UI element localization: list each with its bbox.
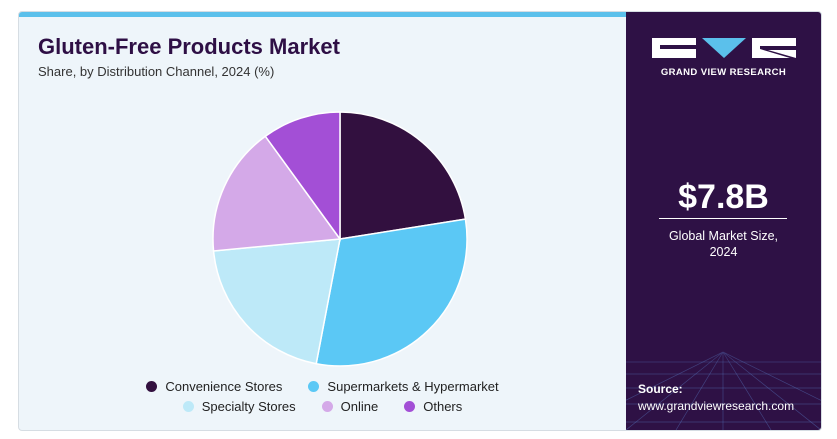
legend-swatch	[182, 401, 194, 412]
source-label: Source:	[638, 382, 683, 396]
legend-label: Supermarkets & Hypermarket	[327, 379, 499, 394]
legend-item-specialty-stores: Specialty Stores	[182, 399, 296, 414]
pie-chart	[212, 111, 468, 367]
market-size-value: $7.8B	[678, 178, 769, 216]
summary-sidebar: GRAND VIEW RESEARCH $7.8B Global Market …	[626, 12, 821, 430]
pie-slice-online	[212, 135, 342, 252]
legend-swatch	[146, 381, 158, 392]
accent-bar	[19, 12, 626, 17]
legend-row-1: Convenience Stores Supermarkets & Hyperm…	[19, 379, 626, 394]
brand-name: GRAND VIEW RESEARCH	[660, 67, 787, 78]
chart-card: Gluten-Free Products Market Share, by Di…	[18, 11, 822, 431]
legend-item-convenience-stores: Convenience Stores	[146, 379, 282, 394]
legend-swatch	[321, 401, 333, 412]
legend-item-others: Others	[404, 399, 462, 414]
grid-background	[626, 242, 821, 430]
chart-panel: Gluten-Free Products Market Share, by Di…	[19, 12, 626, 430]
legend-row-2: Specialty Stores Online Others	[19, 399, 626, 414]
pie-slice-others	[264, 111, 341, 242]
chart-subtitle: Share, by Distribution Channel, 2024 (%)	[38, 64, 275, 79]
market-size-label-line2: 2024	[709, 245, 738, 259]
gvr-logo-icon	[652, 38, 796, 58]
legend-item-supermarkets: Supermarkets & Hypermarket	[308, 379, 499, 394]
legend-item-online: Online	[321, 399, 379, 414]
chart-title: Gluten-Free Products Market	[38, 34, 340, 59]
legend-label: Specialty Stores	[201, 399, 296, 414]
market-size-label: Global Market Size, 2024	[626, 228, 821, 260]
legend-label: Others	[423, 399, 463, 414]
legend-swatch	[404, 401, 416, 412]
divider	[659, 218, 787, 219]
pie-slice-specialty-stores	[212, 238, 341, 365]
legend-swatch	[308, 381, 320, 392]
source-url: www.grandviewresearch.com	[638, 399, 795, 413]
legend-label: Online	[340, 399, 379, 414]
market-size-label-line1: Global Market Size,	[668, 229, 779, 243]
pie-slice-supermarkets-hypermarket	[315, 218, 468, 367]
pie-slice-convenience-stores	[339, 111, 467, 240]
legend-label: Convenience Stores	[165, 379, 283, 394]
